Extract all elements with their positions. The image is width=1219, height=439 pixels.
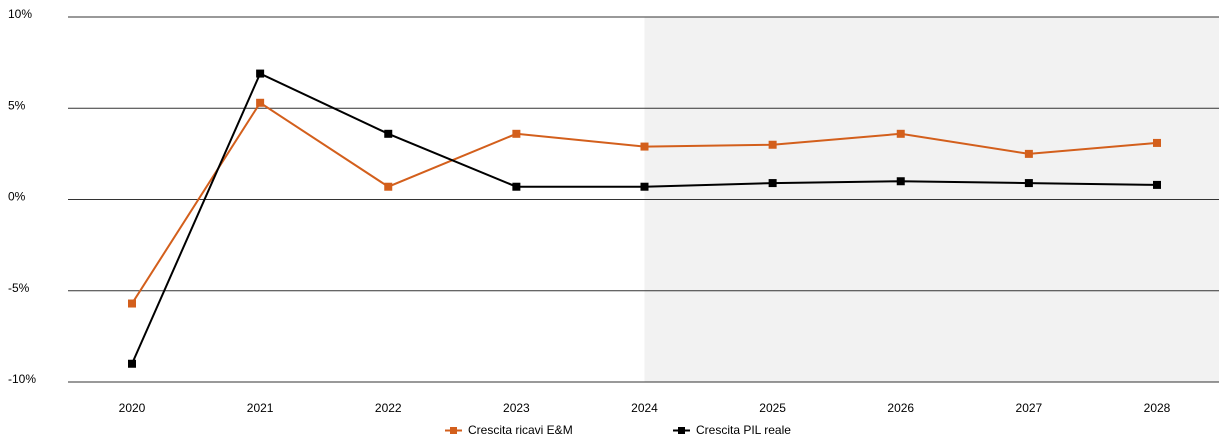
point-marker (256, 69, 265, 78)
point-marker (1024, 149, 1033, 158)
point-marker (640, 142, 649, 151)
x-tick-label: 2022 (375, 401, 402, 415)
x-tick-label: 2025 (759, 401, 786, 415)
x-tick-label: 2023 (503, 401, 530, 415)
x-tick-label: 2021 (247, 401, 274, 415)
point-marker (640, 182, 649, 191)
point-marker (128, 299, 136, 308)
y-tick-label: 5% (8, 98, 26, 112)
x-tick-label: 2024 (631, 401, 658, 415)
point-marker (768, 140, 777, 149)
x-tick-label: 2027 (1016, 401, 1043, 415)
point-marker (768, 179, 777, 188)
x-tick-label: 2020 (119, 401, 146, 415)
y-tick-label: -10% (8, 372, 36, 386)
point-marker (896, 177, 905, 186)
point-marker (1153, 138, 1161, 147)
point-marker (128, 359, 136, 368)
legend-label: Crescita PIL reale (696, 423, 791, 437)
point-marker (1153, 180, 1161, 189)
point-marker (512, 129, 521, 138)
point-marker (896, 129, 905, 138)
y-tick-label: -5% (8, 281, 30, 295)
point-marker (512, 182, 521, 191)
point-marker (1024, 179, 1033, 188)
x-tick-label: 2026 (887, 401, 914, 415)
x-tick-label: 2028 (1144, 401, 1171, 415)
point-marker (384, 129, 393, 138)
point-marker (256, 98, 265, 107)
y-tick-label: 10% (8, 7, 32, 21)
y-tick-label: 0% (8, 190, 26, 204)
legend-label: Crescita ricavi E&M (468, 423, 573, 437)
point-marker (384, 182, 393, 191)
